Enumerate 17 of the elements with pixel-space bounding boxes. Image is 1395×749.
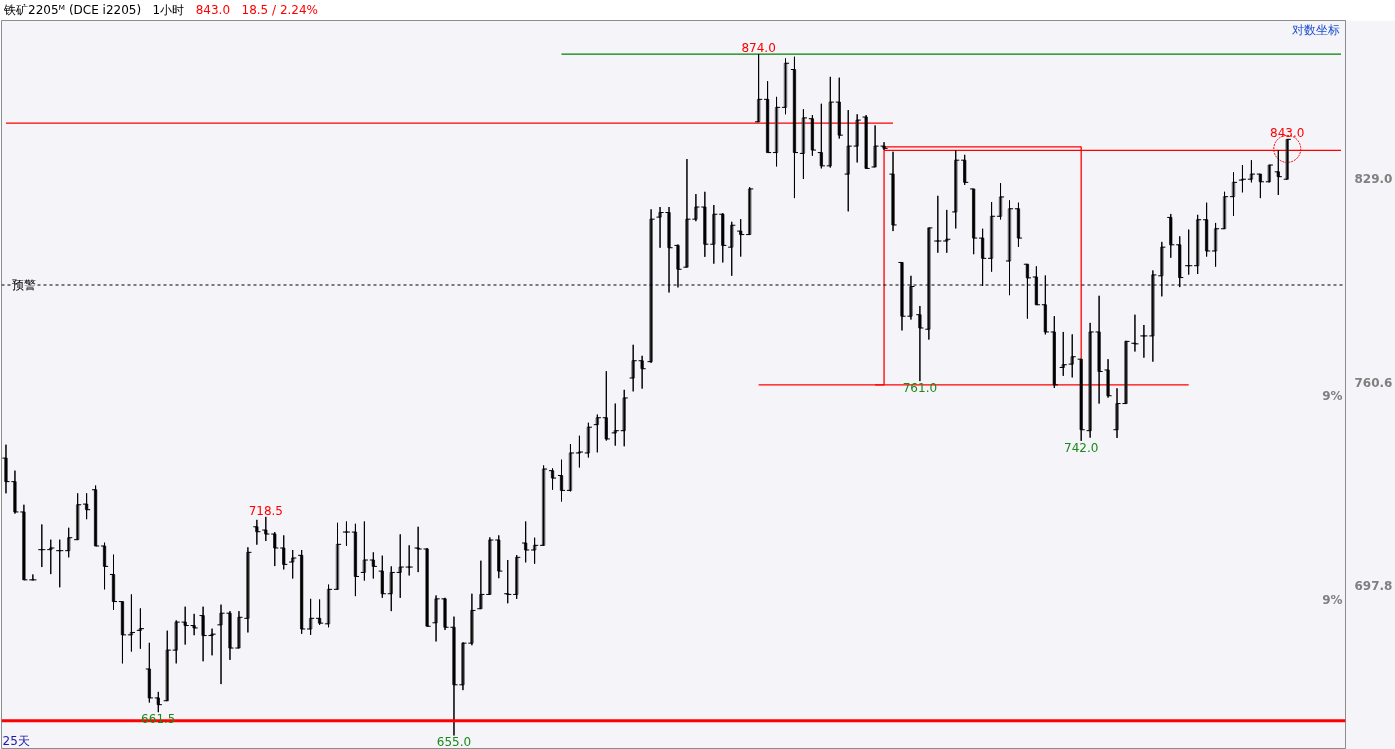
- annotation: 843.0: [1270, 126, 1305, 141]
- annotation: 25天: [2, 733, 30, 748]
- y-tick-label: 829.0: [1354, 172, 1393, 187]
- text: 18.5 / 2.24%: [241, 3, 319, 17]
- annotation: 9%: [1322, 592, 1343, 607]
- annotation: 742.0: [1064, 440, 1099, 455]
- annotation: 9%: [1322, 389, 1343, 404]
- text: 843.0: [195, 3, 231, 17]
- chart-subtitle: 1小时: [152, 3, 185, 17]
- chart-title: 铁矿2205ᴹ (DCE i2205): [4, 3, 142, 17]
- annotation: 718.5: [248, 503, 283, 518]
- annotation: 655.0: [436, 735, 472, 749]
- y-tick-label: 760.6: [1354, 375, 1393, 390]
- annotation: 874.0: [741, 41, 776, 56]
- ref-line-label: 预警: [11, 278, 36, 292]
- y-tick-label: 697.8: [1354, 579, 1393, 594]
- annotation: 对数坐标: [1291, 22, 1340, 37]
